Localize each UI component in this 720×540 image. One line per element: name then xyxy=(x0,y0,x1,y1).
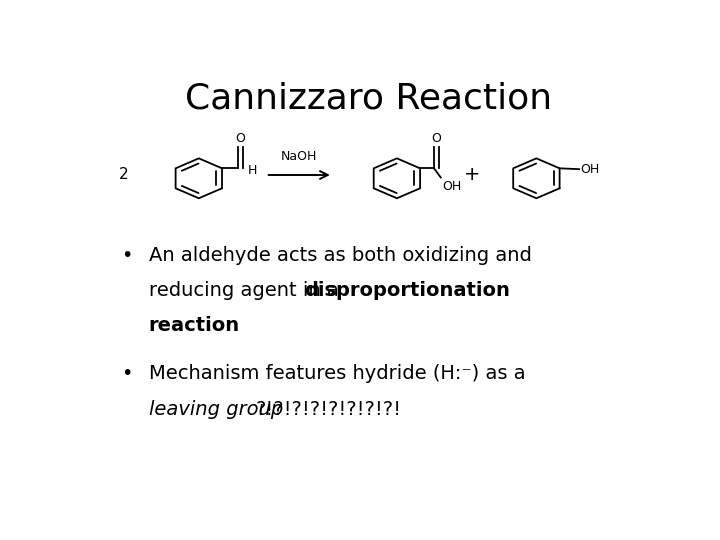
Text: OH: OH xyxy=(580,163,600,176)
Text: H: H xyxy=(248,164,257,177)
Text: Cannizzaro Reaction: Cannizzaro Reaction xyxy=(186,82,552,116)
Text: .: . xyxy=(206,316,212,335)
Text: ?!?!?!?!?!?!?!?!: ?!?!?!?!?!?!?!?! xyxy=(256,400,402,419)
Text: O: O xyxy=(431,132,441,145)
Text: leaving group: leaving group xyxy=(148,400,289,419)
Text: 2: 2 xyxy=(119,167,128,183)
Text: An aldehyde acts as both oxidizing and: An aldehyde acts as both oxidizing and xyxy=(148,246,531,265)
Text: NaOH: NaOH xyxy=(281,150,318,163)
Text: reaction: reaction xyxy=(148,316,240,335)
Text: OH: OH xyxy=(442,180,461,193)
Text: +: + xyxy=(464,165,480,185)
Text: •: • xyxy=(121,364,132,383)
Text: disproportionation: disproportionation xyxy=(304,281,510,300)
Text: •: • xyxy=(121,246,132,265)
Text: Mechanism features hydride (H:⁻) as a: Mechanism features hydride (H:⁻) as a xyxy=(148,364,525,383)
Text: reducing agent in a: reducing agent in a xyxy=(148,281,345,300)
Text: O: O xyxy=(235,132,245,145)
